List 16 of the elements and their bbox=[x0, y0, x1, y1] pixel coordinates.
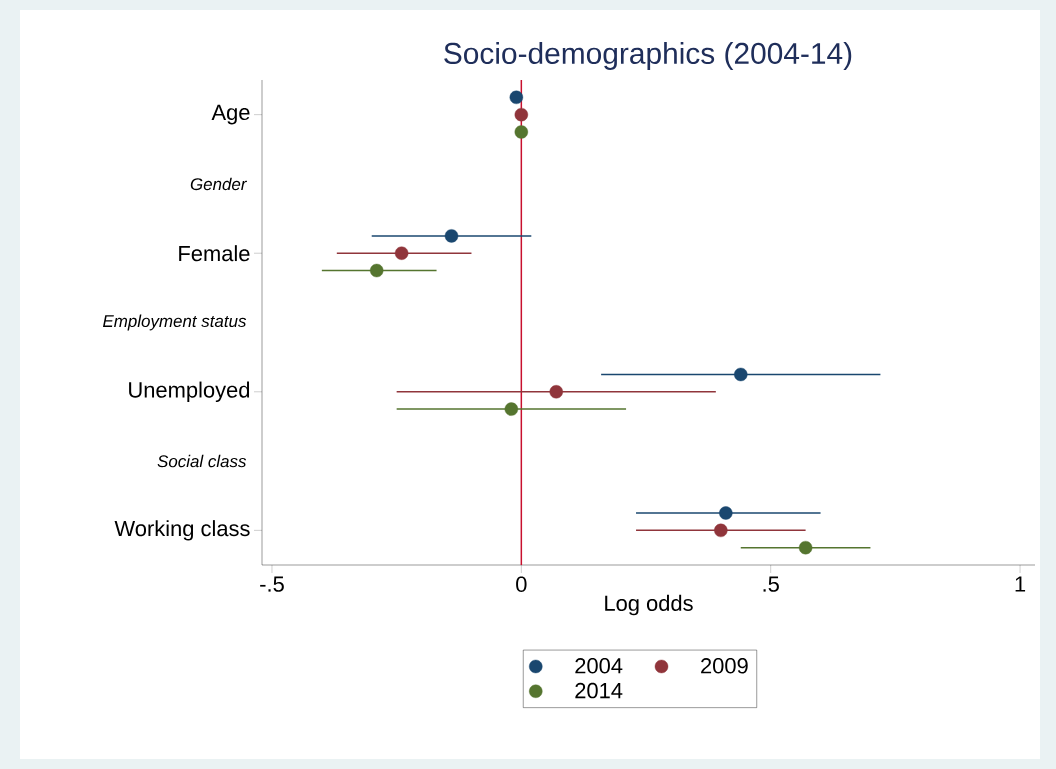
x-tick-label: 1 bbox=[1015, 576, 1026, 592]
legend-label: 2014 bbox=[575, 682, 623, 699]
y-tick-label: Unemployed bbox=[129, 381, 250, 402]
y-tick-label: Gender bbox=[190, 177, 248, 191]
x-tick-label: .5 bbox=[763, 576, 779, 592]
x-axis-title: Log odds bbox=[605, 594, 693, 616]
y-tick-label: Female bbox=[179, 245, 250, 262]
legend-label: 2004 bbox=[575, 658, 623, 674]
legend-label: 2009 bbox=[701, 658, 748, 674]
chart-title: Socio-demographics (2004-14) bbox=[444, 42, 852, 70]
y-tick-label: Employment status bbox=[102, 314, 247, 331]
x-tick-label: 0 bbox=[516, 576, 527, 593]
y-tick-label: Social class bbox=[157, 454, 247, 468]
x-tick-label: -.5 bbox=[260, 576, 284, 592]
y-tick-label: Age bbox=[211, 104, 250, 125]
y-tick-label: Working class bbox=[114, 520, 250, 541]
